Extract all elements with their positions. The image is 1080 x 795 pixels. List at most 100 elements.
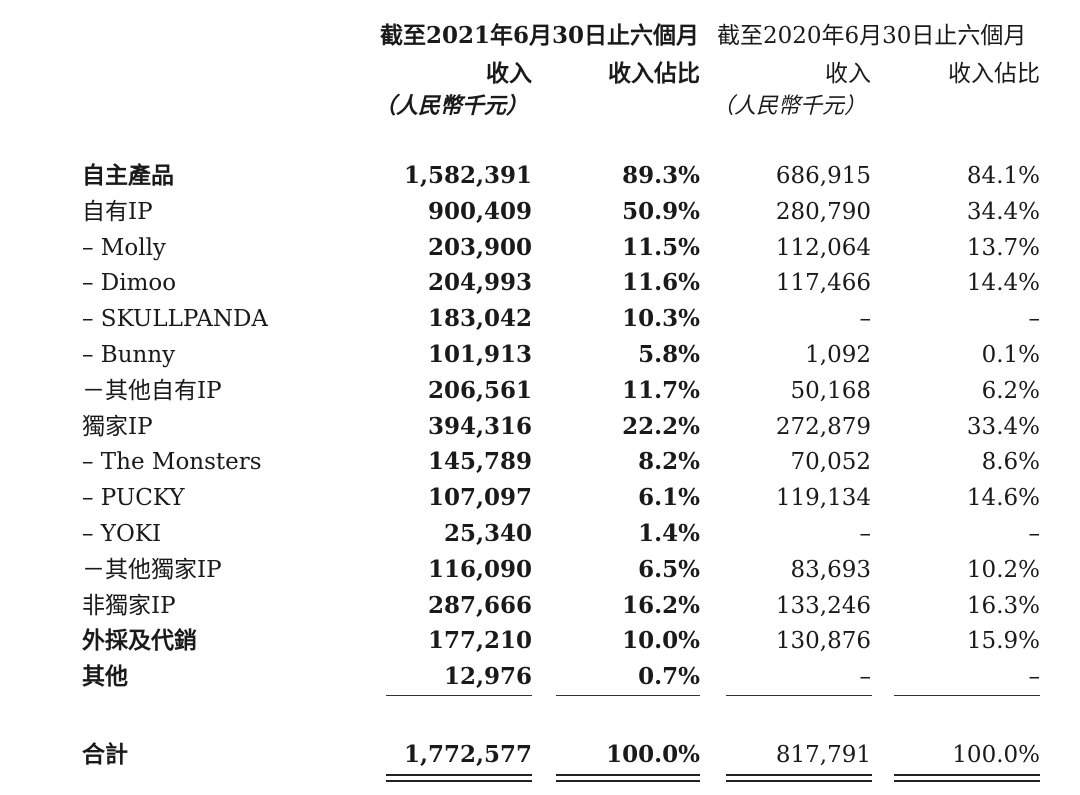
row-label: – SKULLPANDA (82, 306, 269, 333)
row-revenue-2020: 272,879 (775, 413, 871, 440)
row-share-2021: 5.8% (638, 341, 700, 368)
row-label: －其他獨家IP (82, 556, 222, 583)
table-row: – Bunny 101,913 5.8% 1,092 0.1% (0, 337, 1080, 373)
table-row: 自有IP 900,409 50.9% 280,790 34.4% (0, 194, 1080, 230)
row-share-2020: 33.4% (966, 413, 1040, 440)
row-share-2020: 6.2% (981, 377, 1040, 404)
row-revenue-2021: 206,561 (427, 376, 532, 404)
row-label: – PUCKY (82, 485, 185, 512)
table-row: 自主產品 1,582,391 89.3% 686,915 84.1% (0, 158, 1080, 194)
row-label: – Dimoo (82, 270, 177, 297)
total-v2: 817,791 (775, 742, 871, 768)
row-revenue-2020: – (859, 306, 872, 333)
row-revenue-2021: 287,666 (427, 591, 532, 619)
subtotal-rule-v1 (386, 695, 532, 696)
row-share-2021: 89.3% (622, 162, 700, 189)
row-share-2020: 10.2% (966, 556, 1040, 583)
row-share-2020: 8.6% (981, 449, 1040, 476)
row-share-2020: 15.9% (966, 628, 1040, 655)
row-share-2020: 16.3% (966, 592, 1040, 619)
subtotal-rule-p1 (556, 695, 700, 696)
row-share-2021: 0.7% (638, 663, 700, 691)
row-label: – The Monsters (82, 449, 262, 476)
row-share-2021: 6.5% (638, 555, 700, 583)
row-share-2020: – (1028, 664, 1041, 691)
row-share-2021: 11.5% (622, 233, 700, 261)
row-revenue-2021: 107,097 (427, 484, 532, 512)
table-row: – Molly 203,900 11.5% 112,064 13.7% (0, 230, 1080, 266)
row-revenue-2020: 117,466 (775, 270, 871, 297)
row-revenue-2021: 25,340 (443, 520, 532, 547)
row-share-2021: 10.0% (622, 627, 700, 655)
subtotal-rule-p2 (894, 695, 1040, 696)
header-revenue-2020: 收入 (825, 61, 871, 87)
total-double-rule-v1 (386, 774, 532, 782)
total-double-rule-p1 (556, 774, 700, 782)
row-revenue-2020: 50,168 (790, 377, 871, 404)
row-label: 非獨家IP (82, 592, 176, 619)
row-revenue-2021: 116,090 (427, 555, 532, 583)
row-revenue-2020: 1,092 (805, 342, 871, 368)
row-revenue-2020: 112,064 (775, 234, 871, 261)
row-share-2021: 11.6% (622, 269, 700, 297)
row-revenue-2020: – (859, 664, 872, 691)
table-row: – The Monsters 145,789 8.2% 70,052 8.6% (0, 444, 1080, 480)
row-share-2020: 14.6% (966, 485, 1040, 512)
row-share-2021: 50.9% (622, 197, 700, 225)
row-label: – Molly (82, 234, 166, 261)
row-revenue-2021: 203,900 (427, 233, 532, 261)
row-share-2020: 14.4% (966, 270, 1040, 297)
row-revenue-2021: 183,042 (427, 305, 532, 333)
row-revenue-2021: 1,582,391 (403, 162, 532, 189)
row-revenue-2021: 101,913 (427, 341, 532, 368)
header-share-2020: 收入佔比 (948, 61, 1040, 87)
table-row: 外採及代銷 177,210 10.0% 130,876 15.9% (0, 623, 1080, 659)
row-share-2021: 16.2% (622, 591, 700, 619)
header-period-2020: 截至2020年6月30日止六個月 (717, 23, 1027, 49)
row-revenue-2021: 204,993 (427, 269, 532, 297)
row-share-2020: 13.7% (966, 234, 1040, 261)
table-row: – SKULLPANDA 183,042 10.3% – – (0, 301, 1080, 337)
table-row: 獨家IP 394,316 22.2% 272,879 33.4% (0, 409, 1080, 445)
row-label: 自有IP (82, 198, 153, 225)
row-revenue-2021: 12,976 (443, 663, 532, 691)
row-revenue-2020: 83,693 (790, 556, 871, 583)
row-share-2020: – (1028, 306, 1041, 333)
row-share-2021: 6.1% (638, 484, 700, 512)
row-share-2021: 8.2% (638, 448, 700, 476)
row-share-2021: 10.3% (622, 305, 700, 333)
row-revenue-2020: 686,915 (775, 163, 871, 189)
row-revenue-2021: 394,316 (427, 412, 532, 440)
total-row: 合計 1,772,577 100.0% 817,791 100.0% (0, 737, 1080, 773)
row-revenue-2021: 145,789 (427, 448, 532, 476)
table-row: – Dimoo 204,993 11.6% 117,466 14.4% (0, 265, 1080, 301)
row-revenue-2020: 119,134 (775, 485, 871, 512)
header-unit-2021: （人民幣千元） (374, 93, 529, 119)
row-label: – YOKI (82, 521, 162, 547)
row-revenue-2020: 130,876 (775, 628, 871, 655)
table-row: 其他 12,976 0.7% – – (0, 659, 1080, 695)
row-share-2020: – (1028, 521, 1041, 547)
table-row: 非獨家IP 287,666 16.2% 133,246 16.3% (0, 588, 1080, 624)
row-share-2020: 0.1% (981, 342, 1040, 368)
row-label: 外採及代銷 (82, 627, 197, 655)
table-row: －其他獨家IP 116,090 6.5% 83,693 10.2% (0, 552, 1080, 588)
total-p2: 100.0% (952, 742, 1040, 768)
row-share-2021: 1.4% (638, 520, 700, 547)
row-revenue-2020: – (859, 521, 872, 547)
subtotal-rule-v2 (726, 695, 872, 696)
row-label: －其他自有IP (82, 377, 222, 404)
row-revenue-2020: 280,790 (775, 198, 871, 225)
total-double-rule-p2 (894, 774, 1040, 782)
header-revenue-2021: 收入 (486, 60, 532, 87)
total-label: 合計 (82, 741, 128, 768)
row-revenue-2021: 177,210 (427, 627, 532, 655)
header-share-2021: 收入佔比 (608, 60, 700, 87)
row-label: 獨家IP (82, 413, 153, 440)
total-double-rule-v2 (726, 774, 872, 782)
row-revenue-2021: 900,409 (427, 197, 532, 225)
total-p1: 100.0% (606, 741, 700, 768)
total-v1: 1,772,577 (403, 741, 532, 768)
header-unit-2020: （人民幣千元） (712, 94, 867, 119)
